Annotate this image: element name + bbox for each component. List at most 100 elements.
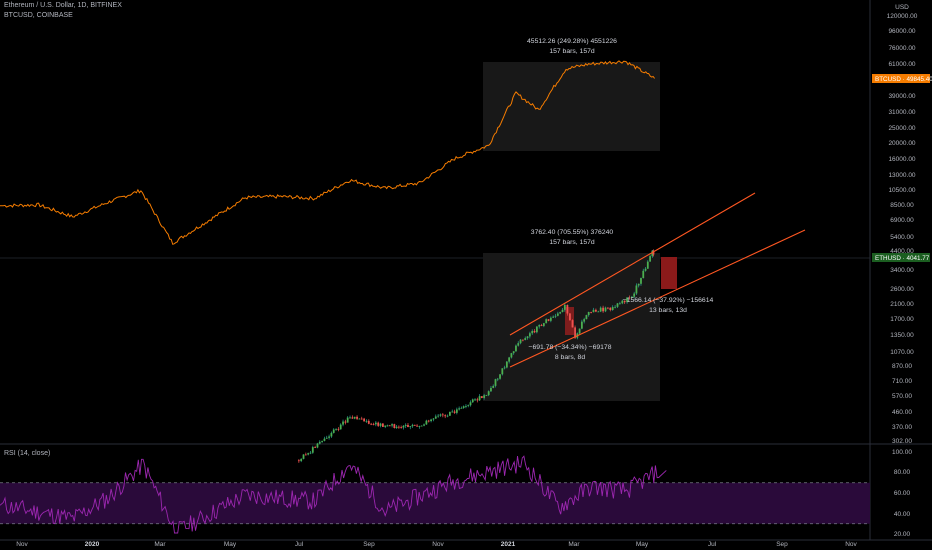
channel-lines[interactable] (509, 192, 806, 368)
eth-candle-body (515, 345, 517, 352)
eth-candle-body (494, 379, 497, 386)
time-tick-label: 2021 (501, 541, 516, 548)
eth-candle-body (512, 351, 515, 354)
time-tick-label: May (224, 541, 237, 548)
price-tick-label: 370.00 (892, 424, 912, 431)
eth-price-badge (872, 253, 930, 262)
eth-candle-body (325, 437, 328, 439)
price-tick-label: 1350.00 (890, 332, 914, 339)
drop2-bars-label: 13 bars, 13d (649, 307, 687, 314)
btc-price-badge (872, 74, 930, 83)
overlay-symbol-legend[interactable]: BTCUSD, COINBASE (4, 12, 73, 19)
main-symbol-legend[interactable]: Ethereum / U.S. Dollar, 1D, BITFINEX (4, 2, 122, 9)
time-tick-label: Mar (568, 541, 580, 548)
price-tick-label: 1070.00 (890, 349, 914, 356)
rsi-tick-label: 40.00 (894, 511, 911, 518)
eth-candle-body (430, 419, 432, 422)
eth-candle-body (400, 427, 403, 428)
time-axis[interactable]: Nov 2020 Mar May Jul Sep Nov 2021 Mar May Jul Sep No… (0, 539, 932, 548)
time-tick-label: May (636, 541, 649, 548)
eth-candle-body (339, 424, 342, 430)
eth-candle-body (642, 270, 645, 279)
eth-candle-body (318, 441, 321, 444)
eth-candle-body (521, 339, 524, 341)
eth-candle-body (332, 429, 335, 433)
eth-candle-body (552, 316, 555, 318)
drop1-box (565, 307, 574, 335)
eth-candle-body (453, 411, 456, 413)
time-tick-label: Nov (432, 541, 444, 548)
eth-candle-body (476, 399, 479, 401)
eth-candle-body (469, 402, 472, 406)
eth-candle-body (561, 309, 564, 313)
price-tick-label: 2100.00 (890, 301, 914, 308)
eth-candle-body (501, 368, 504, 375)
price-tick-label: 39000.00 (888, 93, 915, 100)
eth-candle-body (407, 424, 409, 428)
eth-candle-body (423, 424, 425, 426)
eth-candle-body (458, 408, 461, 410)
eth-candle-body (478, 396, 481, 401)
eth-candle-body (635, 285, 638, 294)
eth-candle-body (353, 416, 356, 419)
eth-candle-body (538, 325, 541, 327)
eth-candle-body (549, 317, 552, 321)
eth-candle-body (590, 312, 592, 313)
eth-candle-body (644, 268, 647, 271)
eth-candle-body (487, 391, 490, 396)
eth-candle-body (649, 256, 651, 262)
eth-candle-body (379, 423, 382, 426)
eth-candle-body (585, 315, 588, 320)
eth-candle-body (395, 426, 398, 428)
eth-candle-body (460, 407, 463, 409)
eth-candle-body (630, 296, 633, 298)
eth-candle-body (304, 454, 307, 456)
eth-candle-body (335, 428, 337, 430)
eth-candle-body (618, 303, 621, 305)
price-tick-label: 460.00 (892, 409, 912, 416)
price-tick-label: 13000.00 (888, 172, 915, 179)
eth-candle-body (554, 315, 557, 317)
eth-candle-body (651, 250, 654, 257)
eth-candle-body (434, 416, 437, 419)
eth-candle-body (480, 396, 483, 398)
btc-range-label: 45512.26 (249.28%) 4551226 (527, 38, 617, 45)
eth-candle-body (563, 304, 566, 310)
btc-series (0, 60, 655, 245)
time-tick-label: Sep (776, 541, 788, 548)
eth-candle-body (416, 425, 418, 427)
price-tick-label: 31000.00 (888, 109, 915, 116)
price-tick-label: 3400.00 (890, 267, 914, 274)
price-tick-label: 5400.00 (890, 234, 914, 241)
rsi-tick-label: 80.00 (894, 469, 911, 476)
eth-candle-body (448, 411, 451, 416)
eth-candle-body (474, 399, 476, 401)
price-tick-label: 710.00 (892, 378, 912, 385)
price-axis[interactable]: 120000.0096000.0076000.0061000.0049000.0… (872, 4, 932, 445)
eth-candle-body (524, 338, 527, 341)
eth-candle-body (374, 422, 377, 425)
eth-candle-body (646, 261, 649, 269)
time-tick-label: Jul (295, 541, 304, 548)
time-tick-label: Nov (16, 541, 28, 548)
eth-candle-body (370, 423, 373, 425)
eth-candle-body (367, 420, 370, 424)
eth-candle-body (533, 331, 536, 333)
eth-candle-body (503, 367, 506, 369)
eth-candle-body (342, 421, 344, 425)
eth-candle-body (633, 293, 636, 297)
rsi-band (0, 482, 870, 524)
eth-candle-body (307, 453, 310, 455)
eth-candle-body (388, 425, 391, 427)
eth-candle-body (411, 424, 414, 427)
price-tick-label: 96000.00 (888, 28, 915, 35)
eth-candle-body (559, 312, 562, 314)
eth-candle-body (592, 309, 595, 313)
eth-candle-body (404, 424, 407, 426)
drop1-label: −691.78 (−34.34%) −69178 (529, 344, 612, 351)
eth-candle-body (614, 306, 616, 308)
eth-candle-body (346, 417, 349, 423)
eth-candle-body (517, 343, 520, 346)
rsi-legend[interactable]: RSI (14, close) (4, 450, 51, 457)
